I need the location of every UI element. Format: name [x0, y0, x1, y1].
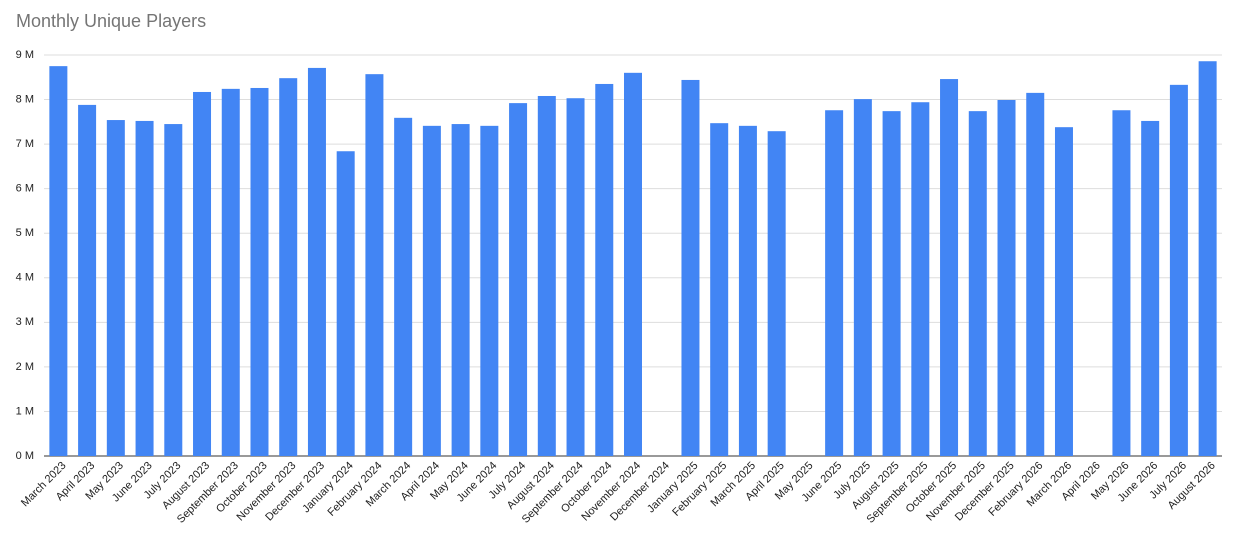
- bar: [480, 125, 499, 457]
- bar: [681, 79, 700, 456]
- bar: [537, 95, 556, 456]
- bar: [1141, 120, 1160, 456]
- bar: [135, 120, 154, 456]
- bar: [767, 131, 786, 456]
- y-tick-label: 8 M: [16, 93, 34, 105]
- bar: [738, 125, 757, 457]
- bar: [106, 120, 125, 456]
- bar: [825, 110, 844, 456]
- bar: [968, 111, 987, 456]
- bar: [78, 104, 97, 456]
- y-tick-label: 9 M: [16, 49, 34, 61]
- bar: [1198, 61, 1217, 456]
- bar: [1169, 84, 1188, 456]
- bar: [49, 66, 68, 456]
- y-tick-label: 3 M: [16, 316, 34, 328]
- bar: [566, 98, 585, 457]
- bar: [1112, 110, 1131, 456]
- bar: [509, 103, 528, 457]
- bar: [394, 117, 413, 456]
- bar: [882, 111, 901, 456]
- bar: [595, 83, 614, 456]
- bar: [365, 74, 384, 457]
- y-tick-label: 5 M: [16, 227, 34, 239]
- bar: [250, 87, 269, 457]
- bar: [624, 72, 642, 457]
- bar: [1026, 92, 1045, 456]
- y-tick-label: 7 M: [16, 138, 34, 150]
- bar: [336, 151, 355, 457]
- bar: [997, 100, 1016, 457]
- bar: [853, 99, 872, 457]
- bar: [911, 102, 930, 457]
- y-tick-label: 2 M: [16, 361, 34, 373]
- bar: [193, 91, 212, 456]
- y-tick-label: 4 M: [16, 272, 34, 284]
- bar: [164, 124, 183, 457]
- y-tick-label: 1 M: [16, 405, 34, 417]
- bar: [307, 67, 326, 456]
- bar: [710, 123, 729, 457]
- bar: [451, 124, 470, 457]
- bar: [940, 79, 959, 456]
- bar: [422, 125, 441, 457]
- y-tick-label: 6 M: [16, 183, 34, 195]
- bar: [221, 88, 240, 457]
- y-tick-label: 0 M: [16, 450, 34, 462]
- bar: [279, 78, 298, 457]
- bar: [1054, 127, 1073, 457]
- chart-title: Monthly Unique Players: [16, 11, 206, 31]
